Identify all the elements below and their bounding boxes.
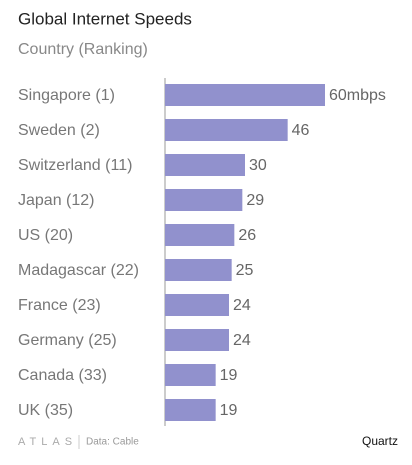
category-label: Canada (33) [18, 367, 107, 384]
category-label: Japan (12) [18, 192, 95, 209]
value-label: 26 [238, 227, 256, 244]
brand: ATLAS [18, 436, 77, 448]
category-label: Singapore (1) [18, 87, 115, 104]
bar [165, 399, 216, 421]
value-label: 19 [220, 402, 238, 419]
value-label: 60mbps [329, 87, 386, 104]
credit: Quartz [362, 434, 398, 448]
value-label: 29 [246, 192, 264, 209]
bar [165, 329, 229, 351]
chart-subtitle: Country (Ranking) [18, 41, 148, 58]
category-label: UK (35) [18, 402, 73, 419]
bar [165, 224, 235, 246]
value-label: 25 [236, 262, 254, 279]
bar [165, 189, 243, 211]
value-label: 24 [233, 297, 251, 314]
value-label: 24 [233, 332, 251, 349]
chart-title: Global Internet Speeds [18, 9, 192, 28]
source: Data: Cable [86, 437, 139, 448]
value-label: 30 [249, 157, 267, 174]
bar [165, 259, 232, 281]
category-label: France (23) [18, 297, 101, 314]
category-label: Switzerland (11) [18, 157, 132, 174]
value-label: 46 [292, 122, 310, 139]
bar [165, 119, 288, 141]
category-label: Germany (25) [18, 332, 117, 349]
bar [165, 154, 245, 176]
category-label: US (20) [18, 227, 73, 244]
value-label: 19 [220, 367, 238, 384]
bar [165, 84, 325, 106]
bar [165, 294, 229, 316]
category-label: Madagascar (22) [18, 262, 139, 279]
category-label: Sweden (2) [18, 122, 100, 139]
bar [165, 364, 216, 386]
